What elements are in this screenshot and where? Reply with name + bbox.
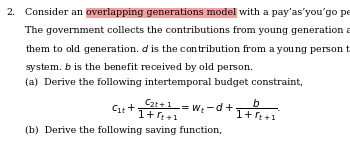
- Text: with a pay’as’you’go pension system.: with a pay’as’you’go pension system.: [237, 8, 350, 17]
- Text: (b)  Derive the following saving function,: (b) Derive the following saving function…: [25, 126, 223, 135]
- Text: them to old generation. $d$ is the contribution from a young person to the pensi: them to old generation. $d$ is the contr…: [25, 43, 350, 56]
- Text: (a)  Derive the following intertemporal budget constraint,: (a) Derive the following intertemporal b…: [25, 78, 303, 87]
- Text: The government collects the contributions from young generation and transfers: The government collects the contribution…: [25, 26, 350, 35]
- Text: $c_{1t} + \dfrac{c_{2t+1}}{1+r_{t+1}} = w_t - d + \dfrac{b}{1+r_{t+1}}.$: $c_{1t} + \dfrac{c_{2t+1}}{1+r_{t+1}} = …: [111, 98, 281, 123]
- Text: overlapping generations model: overlapping generations model: [86, 8, 237, 17]
- Text: Consider an: Consider an: [25, 8, 86, 17]
- Text: 2.: 2.: [6, 8, 15, 17]
- Text: system. $b$ is the benefit received by old person.: system. $b$ is the benefit received by o…: [25, 61, 254, 74]
